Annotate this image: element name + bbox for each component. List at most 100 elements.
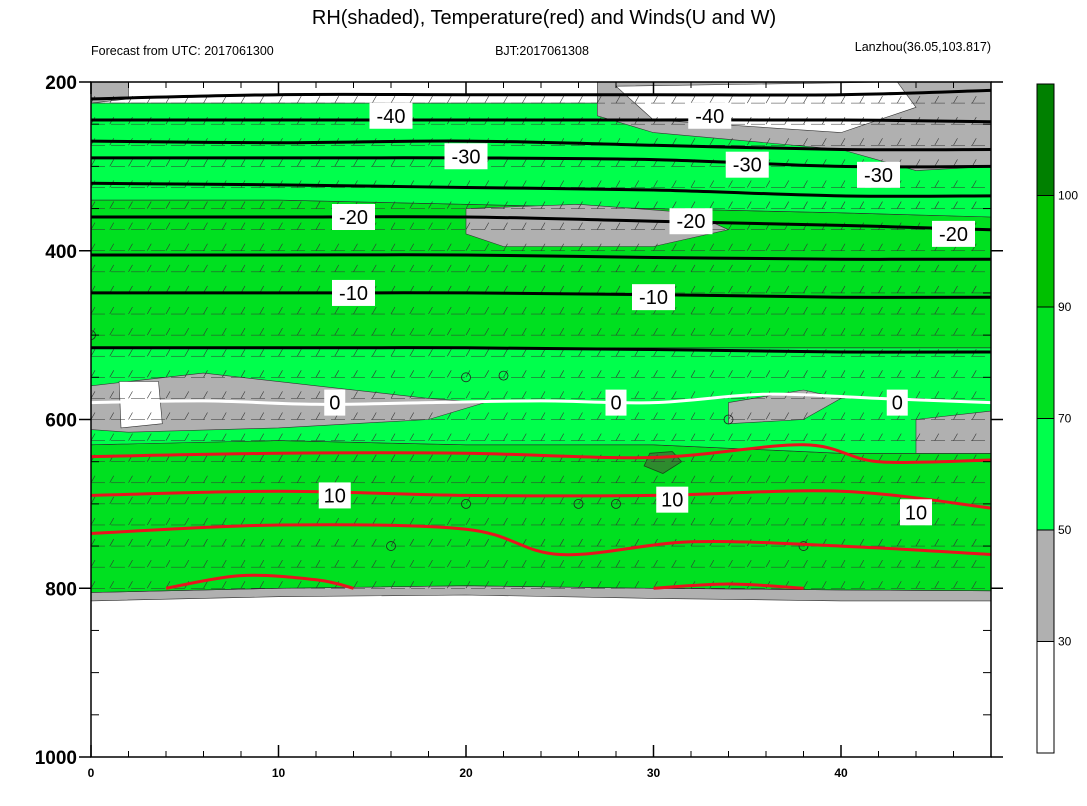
wind-barb <box>878 560 883 568</box>
wind-barb <box>465 538 471 547</box>
wind-barb <box>146 306 152 315</box>
wind-barb <box>803 264 808 272</box>
wind-barb <box>728 454 733 462</box>
wind-barb <box>840 581 846 589</box>
wind-barb <box>353 475 358 483</box>
wind-barb <box>296 581 302 589</box>
wind-barb <box>653 243 658 251</box>
wind-barb <box>615 159 621 167</box>
wind-barb <box>784 243 790 251</box>
y-tick-label: 400 <box>45 242 77 263</box>
wind-barb <box>240 517 246 526</box>
wind-barb <box>409 391 415 399</box>
wind-barb <box>765 370 771 378</box>
wind-barb <box>784 264 790 272</box>
wind-barb <box>259 159 265 167</box>
wind-barb <box>521 285 527 294</box>
wind-barb <box>971 433 977 441</box>
wind-barb <box>540 327 546 336</box>
wind-barb <box>728 475 733 483</box>
wind-barb <box>709 306 715 315</box>
wind-barb <box>221 243 227 251</box>
wind-barb <box>409 327 415 336</box>
wind-barb <box>203 560 208 568</box>
wind-barb <box>296 391 302 399</box>
wind-barb <box>353 581 358 589</box>
wind-barb <box>165 243 171 251</box>
wind-barb <box>146 327 152 336</box>
temperature-contour-red <box>165 573 354 590</box>
wind-barb <box>521 159 527 167</box>
wind-barb <box>165 349 171 357</box>
wind-barb <box>840 306 846 315</box>
wind-barb <box>784 285 790 294</box>
wind-barb <box>521 201 527 209</box>
wind-barb <box>315 370 321 378</box>
wind-barb <box>728 560 733 568</box>
wind-barb <box>634 560 640 568</box>
wind-barb <box>146 159 152 167</box>
wind-barb <box>821 433 827 441</box>
wind-barb <box>559 538 565 547</box>
temperature-contour-black <box>91 156 991 169</box>
wind-barb <box>915 538 921 547</box>
wind-barb <box>484 538 490 547</box>
wind-barb <box>878 138 883 146</box>
wind-barb <box>484 433 490 441</box>
wind-barb <box>765 475 771 483</box>
wind-barb <box>728 95 733 104</box>
rh-white-patch <box>118 381 163 429</box>
wind-barb <box>409 222 415 230</box>
x-tick-label: 0 <box>88 766 95 780</box>
wind-barb <box>353 264 358 272</box>
wind-barb <box>915 243 921 251</box>
wind-barb <box>578 285 583 294</box>
wind-barb <box>465 475 471 483</box>
y-tick-label: 600 <box>45 411 77 432</box>
wind-barb <box>578 306 583 315</box>
wind-barb <box>521 327 527 336</box>
wind-barb <box>671 138 677 146</box>
wind-barb <box>690 370 696 378</box>
rh-band-lower-green <box>91 440 991 593</box>
wind-barb <box>296 159 302 167</box>
wind-barb <box>503 433 508 441</box>
wind-barb <box>428 159 433 167</box>
wind-barb <box>278 306 283 315</box>
wind-barb <box>746 243 752 251</box>
wind-barb <box>203 370 208 378</box>
wind-barb <box>690 496 696 505</box>
wind-barb <box>296 222 302 230</box>
contour-label-box <box>669 208 713 235</box>
wind-barb <box>803 285 808 294</box>
wind-barb <box>896 538 902 547</box>
wind-barb <box>934 327 940 336</box>
wind-barb <box>634 243 640 251</box>
wind-barb <box>109 475 115 483</box>
wind-barb <box>915 475 921 483</box>
wind-barb <box>409 370 415 378</box>
wind-barb <box>390 349 396 357</box>
wind-barb <box>765 138 771 146</box>
wind-barb <box>971 285 977 294</box>
wind-barb <box>315 243 321 251</box>
wind-barb <box>184 201 190 209</box>
wind-barb <box>915 180 921 188</box>
wind-barb <box>240 391 246 399</box>
wind-barb <box>184 349 190 357</box>
wind-barb <box>409 412 415 420</box>
wind-barb <box>634 264 640 272</box>
temperature-contour-black <box>91 88 991 101</box>
contour-label: 0 <box>892 393 903 415</box>
x-tick-label: 10 <box>272 766 286 780</box>
wind-barb <box>803 560 808 568</box>
wind-barb <box>540 349 546 357</box>
wind-barb <box>840 264 846 272</box>
wind-barb <box>146 496 152 505</box>
wind-barb <box>821 496 827 505</box>
wind-barb <box>634 370 640 378</box>
wind-barb <box>784 475 790 483</box>
wind-barb <box>859 306 865 315</box>
wind-barb <box>803 327 808 336</box>
wind-barb <box>671 306 677 315</box>
